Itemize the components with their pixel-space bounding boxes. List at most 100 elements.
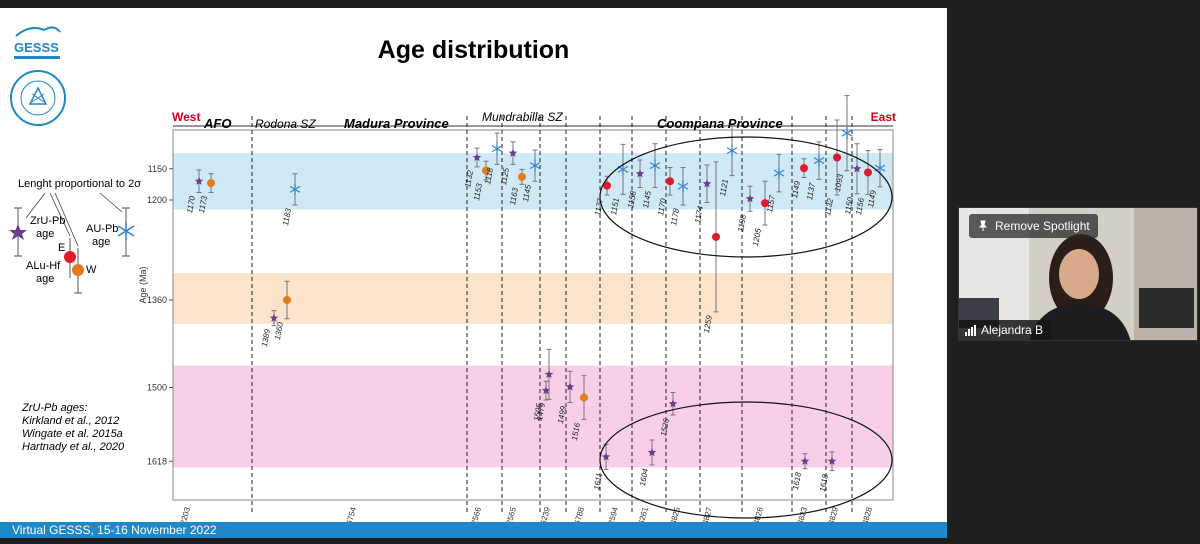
au-age-asterisk-point [289, 185, 301, 193]
zr-age-star-point [668, 399, 678, 408]
point-value-label: 1150 [843, 196, 855, 215]
legend-zr-label-2: age [36, 228, 55, 240]
legend-au-label: AU-Pb [86, 223, 119, 235]
legend-symbols [9, 192, 135, 294]
au-age-asterisk-point [726, 147, 738, 155]
legend-caption: Lenght proportional to 2σ [18, 178, 141, 190]
y-axis-label: Age (Ma) [138, 266, 148, 303]
hf-w-age-dot-point [207, 179, 215, 188]
slide-footer: Virtual GESSS, 15-16 November 2022 [0, 522, 947, 538]
plot-frame [172, 129, 894, 501]
legend-w-label: W [86, 264, 97, 276]
y-tick-label: 1200 [147, 195, 167, 205]
region-label: West [172, 110, 200, 124]
age-band [173, 273, 893, 324]
point-value-label: 1158 [626, 190, 638, 209]
point-value-label: 1121 [718, 178, 730, 197]
region-label: Madura Province [344, 116, 449, 131]
point-value-label: 1132 [823, 197, 835, 216]
point-value-label: 1170 [656, 197, 668, 216]
au-age-asterisk-point [649, 162, 661, 170]
point-value-label: 1174 [693, 205, 705, 224]
point-value-label: 1145 [521, 183, 533, 202]
chart-legend: Lenght proportional to 2σ ZrU-Pb age AU-… [0, 168, 150, 308]
au-legend-asterisk-icon [117, 222, 135, 240]
hf-e-age-dot-point [833, 153, 841, 162]
hf-e-age-dot-point [800, 164, 808, 173]
slide-title: Age distribution [377, 36, 570, 64]
zr-age-star-point [800, 456, 810, 465]
point-value-label: 1156 [854, 197, 866, 216]
hf-w-age-dot-point [518, 172, 526, 181]
point-value-label: 1170 [185, 195, 197, 214]
point-value-label: 1149 [790, 180, 802, 199]
point-value-label: 1479 [535, 402, 547, 422]
point-value-label: 1516 [570, 422, 582, 442]
au-age-asterisk-point [813, 157, 825, 165]
point-value-label: 1177 [593, 197, 605, 216]
point-value-label: 1198 [736, 213, 748, 232]
point-value-label: 1389 [260, 328, 272, 348]
shared-slide: GESSS Age distribution 1150 1200 1360 1500 1… [0, 8, 947, 538]
hf-w-age-dot-point [580, 393, 588, 402]
point-value-label: 1125 [499, 167, 511, 186]
legend-au-label-2: age [92, 236, 111, 248]
zr-age-star-point [601, 452, 611, 461]
y-tick-label: 1360 [147, 295, 167, 305]
gesss-logo: GESSS [14, 26, 61, 59]
point-value-label: 1259 [702, 314, 714, 334]
zr-age-star-point [541, 386, 551, 395]
y-tick-label: 1150 [148, 164, 167, 174]
hf-e-age-dot-point [761, 199, 769, 208]
au-age-asterisk-point [529, 162, 541, 170]
zr-age-star-point [852, 164, 862, 173]
au-age-asterisk-point [677, 182, 689, 190]
legend-hf-label: ALu-Hf [26, 260, 61, 272]
zr-age-star-point [647, 448, 657, 457]
reference-item: Kirkland et al., 2012 [22, 415, 120, 427]
point-value-label: 1137 [805, 182, 817, 201]
au-age-asterisk-point [841, 129, 853, 137]
hf-w-age-dot-point [283, 296, 291, 304]
hf-e-legend-dot-icon [64, 251, 76, 263]
region-label: Rodona SZ [255, 117, 316, 131]
hf-e-age-dot-point [864, 168, 872, 177]
point-value-label: 1611 [592, 472, 604, 491]
y-tick-label: 1500 [147, 383, 167, 393]
hf-e-age-dot-point [666, 177, 674, 186]
legend-zr-label: ZrU-Pb [30, 215, 66, 227]
point-value-label: 1360 [273, 321, 285, 341]
point-value-label: 1499 [556, 405, 568, 425]
point-value-label: 1118 [483, 167, 495, 185]
point-value-label: 1157 [765, 194, 777, 213]
zr-legend-star-icon [9, 224, 27, 240]
zr-age-star-point [194, 176, 204, 185]
pin-icon [978, 220, 988, 231]
zr-age-star-point [702, 179, 712, 188]
point-value-label: 1145 [641, 190, 653, 209]
participant-video-tile[interactable]: Remove Spotlight Alejandra B [958, 207, 1198, 341]
point-value-label: 1183 [281, 207, 293, 226]
region-label: Mundrabilla SZ [482, 110, 563, 124]
zr-age-star-point [508, 148, 518, 157]
au-age-asterisk-point [491, 145, 503, 153]
zr-age-star-point [472, 153, 482, 162]
point-value-label: 1153 [472, 182, 484, 201]
age-distribution-chart: 1150 1200 1360 1500 1618 Age (Ma) West AFO Rodon… [138, 95, 896, 538]
point-value-label: 1151 [609, 197, 621, 216]
remove-spotlight-label: Remove Spotlight [995, 219, 1090, 233]
references-heading: ZrU-Pb ages: [22, 402, 88, 414]
reference-item: Wingate et al. 2015a [22, 428, 123, 440]
legend-hf-label-2: age [36, 273, 55, 285]
reference-item: Hartnady et al., 2020 [22, 441, 125, 453]
hf-w-age-dot-point [482, 166, 490, 175]
au-age-asterisk-point [617, 165, 629, 173]
y-tick-label: 1618 [147, 456, 167, 466]
participant-name-tag: Alejandra B [959, 320, 1052, 340]
point-value-label: 1505 [532, 402, 544, 422]
point-value-label: 1526 [659, 417, 671, 437]
remove-spotlight-button[interactable]: Remove Spotlight [969, 214, 1098, 238]
point-value-label: 1604 [638, 467, 650, 487]
zr-age-star-point [565, 382, 575, 391]
